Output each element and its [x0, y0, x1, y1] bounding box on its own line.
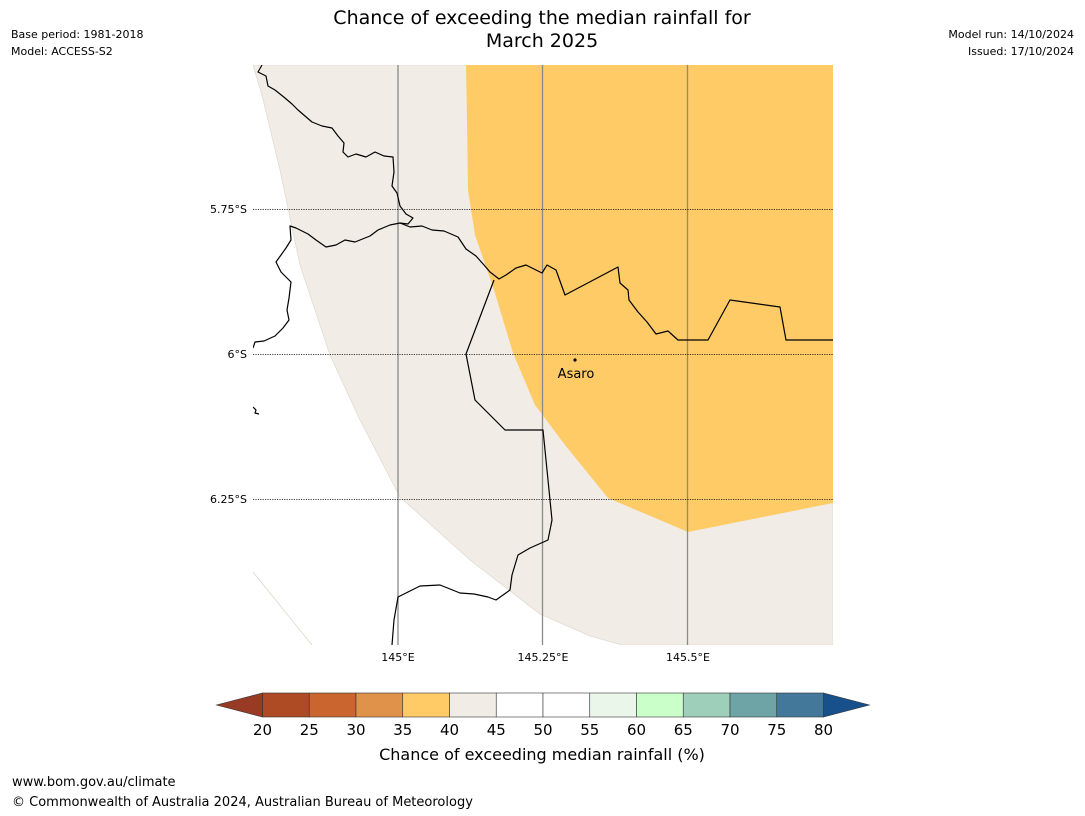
footer-copyright: © Commonwealth of Australia 2024, Austra… — [12, 795, 473, 810]
colorbar-segment — [355, 692, 404, 718]
colorbar-segment — [402, 692, 450, 718]
region-35-40-percent — [466, 65, 833, 532]
lon-label-145-25e: 145.25°E — [518, 651, 569, 664]
province-boundaries — [253, 65, 833, 645]
colorbar-tick-label: 45 — [487, 721, 506, 739]
colorbar-tick-label: 35 — [393, 721, 412, 739]
colorbar-tick-label: 40 — [440, 721, 459, 739]
colorbar-tick-label: 60 — [627, 721, 646, 739]
colorbar-tick-label: 20 — [253, 721, 272, 739]
colorbar-segment — [495, 692, 544, 718]
colorbar-tick-label: 75 — [767, 721, 786, 739]
colorbar-segment — [776, 692, 824, 718]
base-period-text: Base period: 1981-2018 — [11, 28, 144, 41]
lon-label-145-5e: 145.5°E — [666, 651, 710, 664]
colorbar-tick-label: 50 — [533, 721, 552, 739]
lat-label-5-75s: 5.75°S — [210, 203, 247, 216]
model-run-text: Model run: 14/10/2024 — [948, 28, 1074, 41]
colorbar-tick-label: 55 — [580, 721, 599, 739]
colorbar-extension-over — [823, 692, 871, 718]
colorbar-segment — [542, 692, 591, 718]
colorbar-segment — [589, 692, 637, 718]
map-title-line-1: Chance of exceeding the median rainfall … — [333, 7, 751, 29]
colorbar-tick-label: 80 — [814, 721, 833, 739]
map-title: Chance of exceeding the median rainfall … — [242, 7, 842, 53]
colorbar-tick-label: 25 — [300, 721, 319, 739]
colorbar-tick-label: 30 — [346, 721, 365, 739]
colorbar-segment — [262, 692, 310, 718]
map-area: Asaro — [253, 65, 833, 645]
map-title-line-2: March 2025 — [485, 30, 599, 52]
colorbar-tick-label: 65 — [674, 721, 693, 739]
footer-url: www.bom.gov.au/climate — [12, 775, 176, 790]
colorbar-segment — [636, 692, 684, 718]
model-text: Model: ACCESS-S2 — [11, 45, 113, 58]
colorbar-segment — [682, 692, 731, 718]
colorbar-segment — [729, 692, 778, 718]
colorbar-tick-label: 70 — [720, 721, 739, 739]
colorbar: 20 25 30 35 40 45 50 55 60 65 70 75 80 — [215, 692, 871, 739]
issued-text: Issued: 17/10/2024 — [967, 45, 1074, 58]
asaro-marker — [573, 358, 577, 362]
colorbar-extension-under — [215, 692, 263, 718]
colorbar-label: Chance of exceeding median rainfall (%) — [379, 745, 705, 764]
lon-label-145e: 145°E — [381, 651, 414, 664]
lat-label-6-25s: 6.25°S — [210, 493, 247, 506]
forecast-metadata-left: Base period: 1981-2018 Model: ACCESS-S2 — [11, 26, 143, 60]
asaro-label: Asaro — [558, 367, 595, 382]
lat-label-6s: 6°S — [228, 348, 247, 361]
forecast-metadata-right: Model run: 14/10/2024 Issued: 17/10/2024 — [948, 26, 1074, 60]
colorbar-segment — [308, 692, 357, 718]
colorbar-segment — [449, 692, 497, 718]
